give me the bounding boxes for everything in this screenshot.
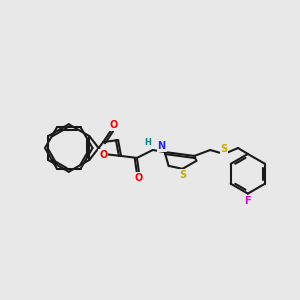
Text: O: O bbox=[99, 150, 107, 160]
Text: H: H bbox=[144, 138, 151, 147]
Text: N: N bbox=[158, 141, 166, 151]
Text: O: O bbox=[109, 120, 117, 130]
Text: S: S bbox=[220, 144, 228, 154]
Text: F: F bbox=[244, 196, 251, 206]
Text: S: S bbox=[179, 170, 186, 180]
Text: O: O bbox=[135, 173, 143, 183]
